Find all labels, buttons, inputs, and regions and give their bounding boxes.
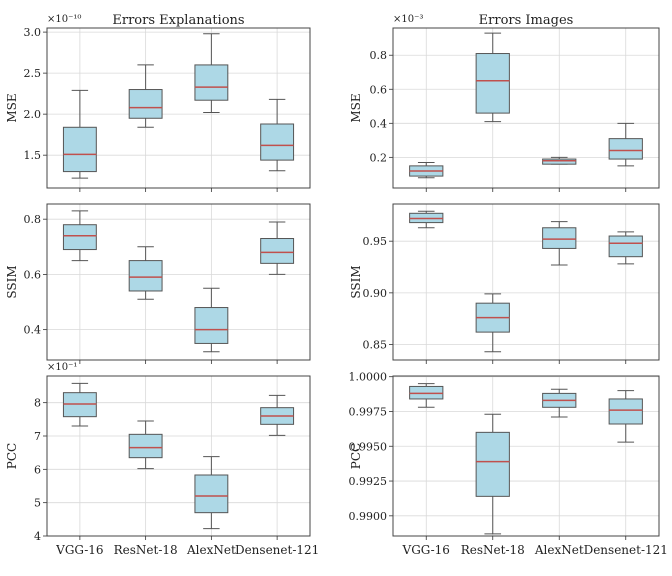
axes-frame xyxy=(46,203,311,361)
ytick-label: 0.2 xyxy=(370,151,388,164)
iqr-box xyxy=(128,433,163,459)
subplot-4: 4 5 6 7 8 VGG-16 ResNet-18 AlexNet Densenet-121 P… xyxy=(5,362,319,557)
axis-multiplier: ×10⁻³ xyxy=(393,14,423,25)
ytick-label: 0.9925 xyxy=(349,475,388,488)
iqr-box xyxy=(62,224,97,251)
ytick-label: 1.0000 xyxy=(349,371,388,384)
box-alexnet xyxy=(542,221,577,266)
box-resnet-18 xyxy=(475,413,510,535)
iqr-box xyxy=(260,123,295,161)
axes-frame xyxy=(392,375,660,537)
iqr-box xyxy=(542,227,577,249)
y-axis-label: MSE xyxy=(349,93,363,122)
box-alexnet xyxy=(542,388,577,418)
ytick-label: 0.9950 xyxy=(349,440,388,453)
box-alexnet xyxy=(194,33,229,114)
xtick-label: AlexNet xyxy=(186,543,236,557)
axes-frame xyxy=(46,375,311,537)
iqr-box xyxy=(194,64,229,101)
box-densenet-121 xyxy=(608,390,643,443)
ytick-label: 0.9900 xyxy=(349,510,388,523)
ytick-label: 2.0 xyxy=(24,108,42,121)
box-vgg-16 xyxy=(409,383,444,408)
subplot-1: 0.2 0.4 0.6 0.8 MSE ×10⁻³ Errors Images xyxy=(349,13,660,192)
iqr-box xyxy=(475,431,510,497)
box-densenet-121 xyxy=(608,231,643,265)
box-alexnet xyxy=(194,456,229,530)
y-axis-label: MSE xyxy=(5,93,19,122)
ytick-label: 7 xyxy=(34,430,41,443)
ytick-label: 0.6 xyxy=(24,268,42,281)
xtick-label: Densenet-121 xyxy=(235,543,319,557)
ytick-label: 0.8 xyxy=(370,49,388,62)
ytick-label: 8 xyxy=(34,397,41,410)
ytick-label: 0.85 xyxy=(363,339,388,352)
box-resnet-18 xyxy=(128,64,163,128)
ytick-label: 2.5 xyxy=(24,67,42,80)
box-resnet-18 xyxy=(475,32,510,123)
ytick-label: 3.0 xyxy=(24,26,42,39)
box-vgg-16 xyxy=(62,210,97,262)
subplot-2: 0.4 0.6 0.8 SSIM xyxy=(5,203,311,364)
axes-frame xyxy=(392,203,660,361)
box-alexnet xyxy=(194,287,229,353)
box-vgg-16 xyxy=(62,382,97,427)
iqr-box xyxy=(608,398,643,425)
iqr-box xyxy=(194,307,229,344)
subplot-0: 1.5 2.0 2.5 3.0 MSE ×10⁻¹⁰ Errors Explanations xyxy=(5,13,311,192)
iqr-box xyxy=(128,89,163,119)
xtick-label: Densenet-121 xyxy=(584,543,668,557)
ytick-label: 5 xyxy=(34,497,41,510)
ytick-label: 6 xyxy=(34,463,41,476)
box-vgg-16 xyxy=(409,161,444,179)
box-resnet-18 xyxy=(475,293,510,353)
axes-frame xyxy=(392,27,660,189)
box-densenet-121 xyxy=(260,221,295,275)
ytick-label: 4 xyxy=(34,530,41,543)
box-densenet-121 xyxy=(260,394,295,436)
xtick-label: AlexNet xyxy=(534,543,584,557)
box-resnet-18 xyxy=(128,420,163,470)
ytick-label: 0.90 xyxy=(363,287,388,300)
box-resnet-18 xyxy=(128,246,163,300)
subplot-5: 0.9900 0.9925 0.9950 0.9975 1.0000 VGG-16 ResN… xyxy=(349,371,668,557)
xtick-label: VGG-16 xyxy=(55,543,103,557)
ytick-label: 1.5 xyxy=(24,149,42,162)
subplot-3: 0.85 0.90 0.95 SSIM xyxy=(349,203,660,364)
box-vgg-16 xyxy=(409,210,444,229)
iqr-box xyxy=(608,235,643,258)
iqr-box xyxy=(194,474,229,514)
iqr-box xyxy=(260,238,295,264)
y-axis-label: PCC xyxy=(5,443,19,469)
ytick-label: 0.4 xyxy=(370,117,388,130)
iqr-box xyxy=(128,260,163,292)
box-alexnet xyxy=(542,156,577,165)
subplot-title: Errors Images xyxy=(479,13,574,28)
subplot-title: Errors Explanations xyxy=(112,13,244,28)
y-axis-label: PCC xyxy=(349,443,363,469)
box-vgg-16 xyxy=(62,89,97,179)
y-axis-label: SSIM xyxy=(349,265,363,298)
y-axis-label: SSIM xyxy=(5,265,19,298)
iqr-box xyxy=(62,126,97,173)
ytick-label: 0.9975 xyxy=(349,405,388,418)
xtick-label: ResNet-18 xyxy=(114,543,178,557)
box-densenet-121 xyxy=(260,98,295,172)
axis-multiplier: ×10⁻¹⁰ xyxy=(47,14,81,25)
iqr-box xyxy=(542,158,577,165)
ytick-label: 0.6 xyxy=(370,83,388,96)
ytick-label: 0.4 xyxy=(24,324,42,337)
ytick-label: 0.95 xyxy=(363,235,388,248)
iqr-box xyxy=(608,138,643,160)
box-densenet-121 xyxy=(608,122,643,167)
ytick-label: 0.8 xyxy=(24,213,42,226)
axis-multiplier: ×10⁻¹ xyxy=(47,362,77,373)
iqr-box xyxy=(475,53,510,114)
axes-frame xyxy=(46,27,311,189)
xtick-label: VGG-16 xyxy=(402,543,450,557)
xtick-label: ResNet-18 xyxy=(461,543,525,557)
